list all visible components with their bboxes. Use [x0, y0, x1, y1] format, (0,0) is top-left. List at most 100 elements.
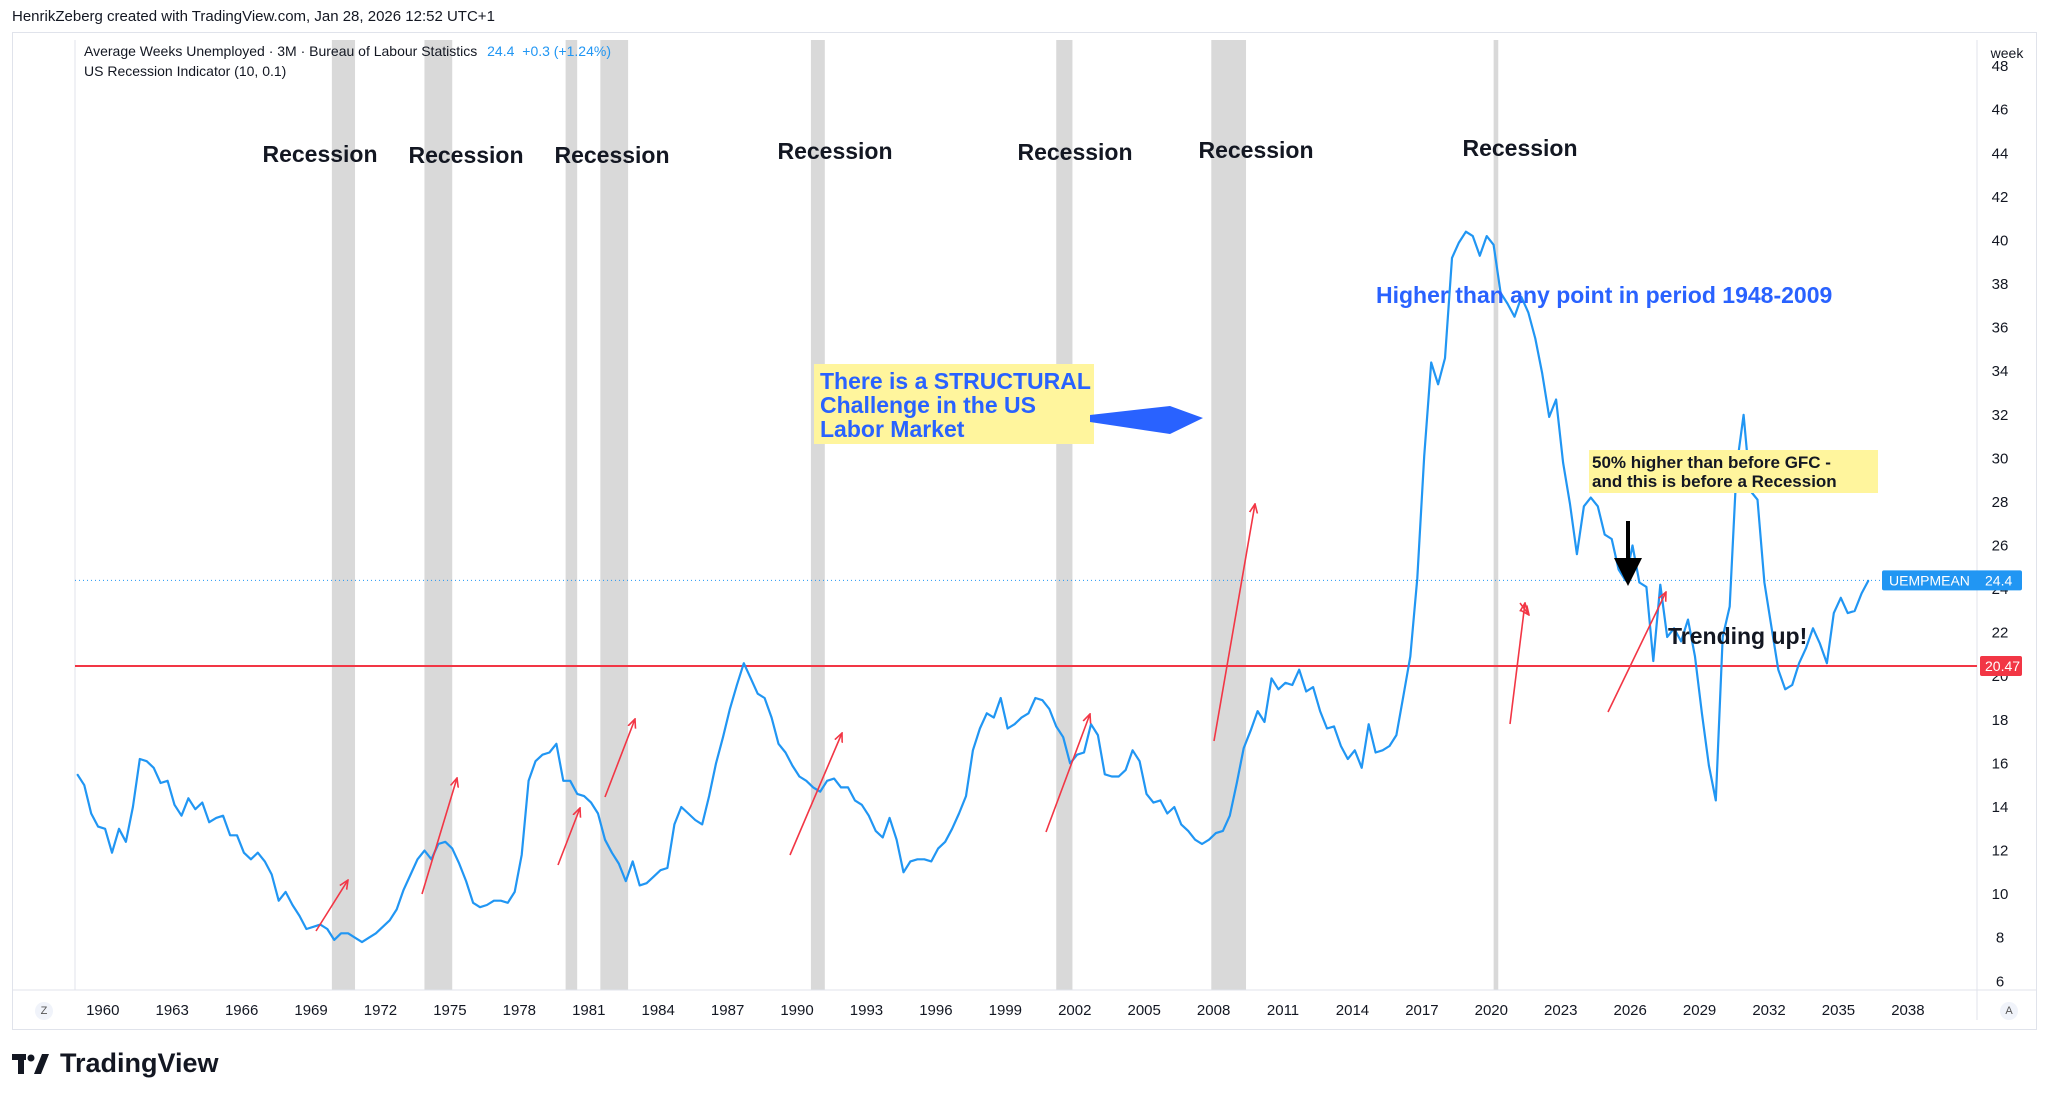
- y-tick-48: 48: [1992, 58, 2009, 75]
- x-tick-1996: 1996: [919, 1002, 952, 1019]
- data-point-146: [1090, 723, 1092, 725]
- data-point-205: [1500, 292, 1502, 294]
- data-point-225: [1638, 581, 1640, 584]
- data-point-73: [583, 795, 585, 797]
- brand-name: TradingView: [60, 1048, 219, 1078]
- data-point-98: [757, 693, 759, 695]
- data-point-71: [569, 780, 571, 782]
- data-point-66: [534, 760, 537, 762]
- data-point-196: [1437, 383, 1439, 385]
- data-point-226: [1645, 586, 1647, 588]
- data-point-128: [965, 795, 967, 797]
- data-point-82: [646, 882, 648, 884]
- x-axis-tick-labels: 1960 1963 1966 1969 1972 1975 1978 1981 1984 1987…: [86, 1002, 1924, 1019]
- data-point-124: [937, 847, 939, 850]
- recession-label-1: Recession: [408, 142, 523, 168]
- y-tick-32: 32: [1992, 407, 2009, 424]
- x-tick-2029: 2029: [1683, 1002, 1716, 1019]
- x-tick-1975: 1975: [433, 1002, 466, 1019]
- tradingview-brand[interactable]: TradingView: [12, 1048, 219, 1079]
- data-point-87: [680, 806, 682, 808]
- data-point-258: [1867, 579, 1870, 582]
- data-point-147: [1097, 734, 1099, 736]
- data-point-176: [1298, 669, 1300, 671]
- data-point-254: [1840, 597, 1842, 599]
- data-point-245: [1777, 669, 1779, 671]
- data-point-220: [1604, 534, 1606, 536]
- data-point-151: [1125, 769, 1127, 771]
- data-point-115: [875, 830, 877, 832]
- recession-label-0: Recession: [262, 141, 377, 167]
- data-point-212: [1548, 416, 1550, 418]
- data-point-234: [1701, 712, 1703, 714]
- data-point-179: [1319, 710, 1321, 712]
- data-point-210: [1534, 337, 1536, 340]
- data-point-145: [1083, 751, 1085, 754]
- data-point-53: [444, 841, 446, 843]
- data-point-29: [278, 900, 280, 902]
- data-point-63: [514, 891, 516, 893]
- data-point-96: [743, 662, 745, 664]
- data-point-214: [1562, 462, 1564, 464]
- data-point-133: [1000, 697, 1002, 699]
- data-point-160: [1187, 830, 1189, 832]
- data-point-174: [1284, 682, 1286, 684]
- data-point-155: [1152, 802, 1154, 804]
- a-button[interactable]: A: [2000, 1002, 2018, 1020]
- trend-arrow-1: [421, 778, 457, 895]
- data-point-251: [1819, 643, 1821, 645]
- x-tick-1963: 1963: [156, 1002, 189, 1019]
- x-tick-2020: 2020: [1475, 1002, 1508, 1019]
- data-point-44: [382, 926, 384, 928]
- y-tick-44: 44: [1992, 145, 2009, 162]
- data-point-0: [76, 773, 78, 775]
- data-point-130: [979, 727, 981, 730]
- data-point-121: [916, 858, 919, 860]
- data-point-105: [805, 780, 807, 782]
- data-point-14: [173, 804, 176, 806]
- x-tick-2005: 2005: [1127, 1002, 1160, 1019]
- annotations: Recession Recession Recession Recession Rece…: [262, 135, 1878, 932]
- data-point-118: [896, 839, 898, 841]
- data-point-24: [243, 852, 245, 854]
- data-point-240: [1743, 414, 1745, 416]
- data-point-157: [1166, 812, 1168, 815]
- data-point-7: [125, 841, 127, 843]
- x-tick-1972: 1972: [364, 1002, 397, 1019]
- data-point-112: [854, 799, 856, 802]
- x-tick-2008: 2008: [1197, 1002, 1230, 1019]
- data-point-3: [97, 826, 99, 828]
- data-point-117: [889, 817, 891, 819]
- data-point-8: [132, 806, 134, 808]
- z-button[interactable]: Z: [35, 1002, 53, 1020]
- data-point-177: [1305, 690, 1307, 693]
- data-point-55: [458, 863, 460, 865]
- data-point-110: [840, 786, 842, 789]
- data-point-228: [1659, 584, 1661, 586]
- data-point-59: [486, 904, 488, 906]
- data-point-154: [1145, 793, 1148, 795]
- data-point-178: [1312, 686, 1314, 688]
- legend-series[interactable]: Average Weeks Unemployed · 3M · Bureau o…: [84, 43, 611, 59]
- recession-label-3: Recession: [777, 138, 892, 164]
- data-point-89: [694, 819, 696, 821]
- data-point-39: [347, 932, 349, 934]
- data-point-227: [1652, 660, 1654, 662]
- data-point-238: [1729, 605, 1731, 608]
- legend-indicator[interactable]: US Recession Indicator (10, 0.1): [84, 63, 287, 79]
- data-point-215: [1569, 503, 1571, 505]
- recession-label-2: Recession: [554, 142, 669, 168]
- data-point-222: [1618, 568, 1620, 571]
- data-point-48: [410, 873, 412, 876]
- recession-band-5: [1056, 40, 1073, 990]
- structural-note-line-1: Challenge in the US: [820, 392, 1036, 418]
- hline-value-label: 20.47: [1985, 658, 2020, 674]
- blue-arrow: [1090, 406, 1203, 434]
- data-point-153: [1139, 760, 1141, 762]
- structural-note-box: [814, 364, 1094, 444]
- data-point-23: [236, 834, 238, 836]
- chart-attribution: HenrikZeberg created with TradingView.co…: [12, 8, 495, 25]
- data-point-203: [1486, 235, 1488, 237]
- data-point-201: [1472, 235, 1474, 237]
